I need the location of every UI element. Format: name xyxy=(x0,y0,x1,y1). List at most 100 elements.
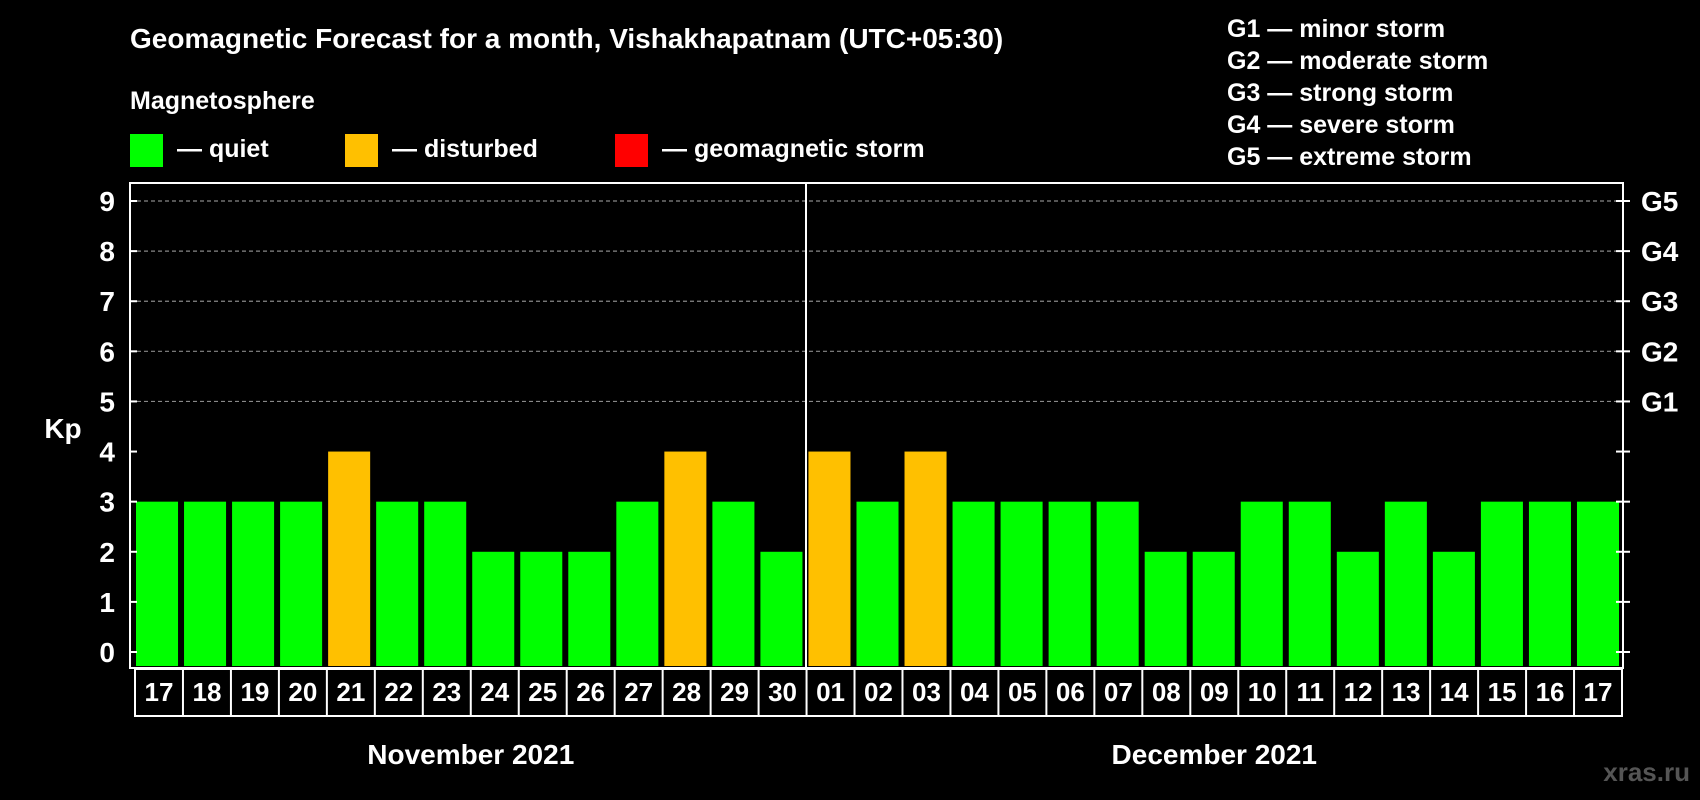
x-tick-label-5: 22 xyxy=(384,677,413,707)
month-label-1: December 2021 xyxy=(1112,739,1317,770)
x-tick-label-9: 26 xyxy=(576,677,605,707)
bar-23 xyxy=(1240,501,1283,666)
storm-tick-label-1: G2 xyxy=(1641,336,1678,367)
storm-tick-label-4: G5 xyxy=(1641,186,1678,217)
bar-10 xyxy=(616,501,659,666)
bar-28 xyxy=(1480,501,1523,666)
legend-label-0: — quiet xyxy=(177,135,269,163)
legend-label-2: — geomagnetic storm xyxy=(662,135,925,163)
bar-24 xyxy=(1288,501,1331,666)
y-tick-label-5: 5 xyxy=(99,386,115,417)
storm-tick-label-0: G1 xyxy=(1641,386,1678,417)
x-tick-label-8: 25 xyxy=(528,677,557,707)
bar-21 xyxy=(1144,551,1187,666)
y-axis-left: 0 1 2 3 4 5 6 7 8 9 xyxy=(99,186,137,668)
bar-12 xyxy=(712,501,755,666)
x-tick-label-28: 15 xyxy=(1488,677,1517,707)
bar-17 xyxy=(952,501,995,666)
x-tick-label-17: 04 xyxy=(960,677,989,707)
x-tick-label-22: 09 xyxy=(1200,677,1229,707)
bar-11 xyxy=(664,451,707,666)
bar-9 xyxy=(568,551,611,666)
y-tick-label-4: 4 xyxy=(99,437,115,468)
bar-1 xyxy=(184,501,227,666)
x-tick-label-29: 16 xyxy=(1536,677,1565,707)
month-label-0: November 2021 xyxy=(367,739,574,770)
x-tick-label-19: 06 xyxy=(1056,677,1085,707)
bar-2 xyxy=(232,501,275,666)
bar-7 xyxy=(472,551,515,666)
bar-25 xyxy=(1336,551,1379,666)
legend-swatch-0 xyxy=(130,134,163,167)
y-axis-right: G1 G2 G3 G4 G5 xyxy=(1616,186,1679,653)
legend-label-1: — disturbed xyxy=(392,135,538,163)
x-tick-label-15: 02 xyxy=(864,677,893,707)
x-tick-label-1: 18 xyxy=(192,677,221,707)
legend-swatch-2 xyxy=(615,134,648,167)
bar-6 xyxy=(424,501,467,666)
y-tick-label-8: 8 xyxy=(99,236,115,267)
x-tick-label-16: 03 xyxy=(912,677,941,707)
legend: — quiet — disturbed — geomagnetic storm xyxy=(130,134,925,167)
y-tick-label-6: 6 xyxy=(99,336,115,367)
y-axis-label: Kp xyxy=(44,413,81,444)
y-tick-label-7: 7 xyxy=(99,286,115,317)
bar-4 xyxy=(328,451,371,666)
x-tick-label-26: 13 xyxy=(1392,677,1421,707)
storm-level-label-2: G3 — strong storm xyxy=(1227,79,1453,107)
bar-5 xyxy=(376,501,419,666)
storm-tick-label-3: G4 xyxy=(1641,236,1679,267)
x-tick-label-4: 21 xyxy=(336,677,365,707)
bar-22 xyxy=(1192,551,1235,666)
storm-level-legend: G1 — minor storm G2 — moderate storm G3 — … xyxy=(1227,15,1488,171)
x-tick-label-11: 28 xyxy=(672,677,701,707)
y-tick-label-2: 2 xyxy=(99,537,115,568)
x-tick-label-25: 12 xyxy=(1344,677,1373,707)
x-tick-label-18: 05 xyxy=(1008,677,1037,707)
storm-level-label-1: G2 — moderate storm xyxy=(1227,47,1488,75)
y-tick-label-3: 3 xyxy=(99,487,115,518)
bar-20 xyxy=(1096,501,1139,666)
bar-16 xyxy=(904,451,947,666)
x-tick-label-0: 17 xyxy=(145,677,174,707)
x-tick-label-6: 23 xyxy=(432,677,461,707)
bar-19 xyxy=(1048,501,1091,666)
y-tick-label-0: 0 xyxy=(99,637,115,668)
x-tick-label-13: 30 xyxy=(768,677,797,707)
bar-13 xyxy=(760,551,803,666)
bar-3 xyxy=(280,501,323,666)
x-tick-label-3: 20 xyxy=(288,677,317,707)
storm-level-label-4: G5 — extreme storm xyxy=(1227,143,1472,171)
bar-8 xyxy=(520,551,563,666)
x-tick-label-23: 10 xyxy=(1248,677,1277,707)
x-tick-label-10: 27 xyxy=(624,677,653,707)
storm-tick-label-2: G3 xyxy=(1641,286,1678,317)
x-axis-day-labels: 17 18 19 20 21 22 23 24 25 26 27 28 29 30 01 02 03 04 05 06… xyxy=(134,668,1623,717)
watermark: xras.ru xyxy=(1603,757,1690,787)
x-tick-label-24: 11 xyxy=(1296,677,1324,707)
chart-title: Geomagnetic Forecast for a month, Vishak… xyxy=(130,23,1003,54)
x-tick-label-2: 19 xyxy=(240,677,269,707)
x-tick-label-20: 07 xyxy=(1104,677,1133,707)
bar-27 xyxy=(1432,551,1475,666)
y-tick-label-9: 9 xyxy=(99,186,115,217)
bars xyxy=(136,451,1619,666)
y-tick-label-1: 1 xyxy=(99,587,115,618)
legend-title: Magnetosphere xyxy=(130,87,315,115)
bar-18 xyxy=(1000,501,1043,666)
month-labels: November 2021 December 2021 xyxy=(367,739,1317,770)
x-tick-label-21: 08 xyxy=(1152,677,1181,707)
x-label-frame xyxy=(134,668,1623,717)
bar-15 xyxy=(856,501,899,666)
x-tick-label-12: 29 xyxy=(720,677,749,707)
bar-0 xyxy=(136,501,179,666)
storm-level-label-3: G4 — severe storm xyxy=(1227,111,1455,139)
legend-swatch-1 xyxy=(345,134,378,167)
storm-level-label-0: G1 — minor storm xyxy=(1227,15,1445,43)
bar-14 xyxy=(808,451,851,666)
x-tick-label-27: 14 xyxy=(1440,677,1469,707)
x-tick-label-7: 24 xyxy=(480,677,509,707)
bar-26 xyxy=(1384,501,1427,666)
x-tick-label-14: 01 xyxy=(816,677,845,707)
